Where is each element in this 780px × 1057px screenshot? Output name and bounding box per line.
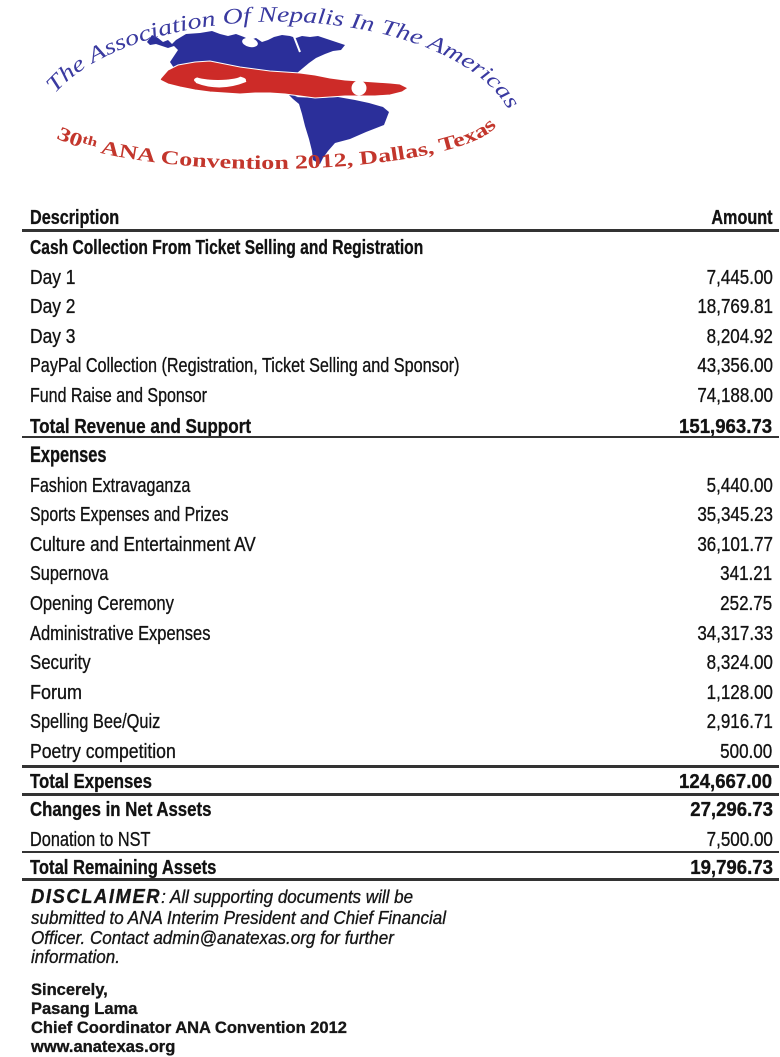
svg-text:30th ANA Convention 2012, Dall: 30th ANA Convention 2012, Dallas, Texas: [54, 114, 501, 174]
